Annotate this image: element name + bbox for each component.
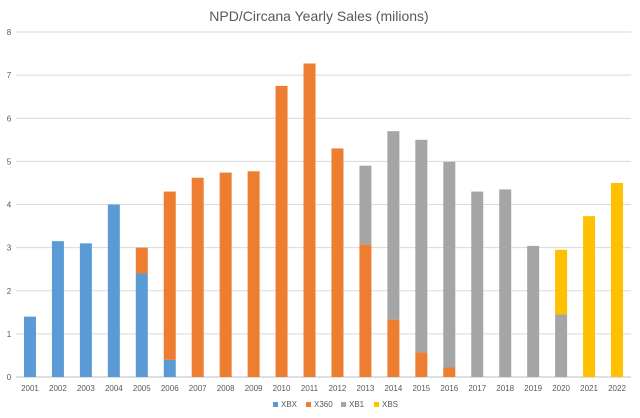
bar-x360-2009 xyxy=(247,171,260,377)
bar-x360-2013 xyxy=(359,244,372,377)
x-tick-label: 2016 xyxy=(440,384,458,393)
y-tick-label: 1 xyxy=(7,330,12,339)
bar-xbs-2022 xyxy=(611,182,624,377)
x-tick-label: 2018 xyxy=(496,384,514,393)
x-tick-label: 2014 xyxy=(384,384,402,393)
bar-xbs-2021 xyxy=(583,216,596,377)
bar-x360-2015 xyxy=(415,352,428,377)
bar-xb1-2015 xyxy=(415,139,428,353)
x-tick-label: 2021 xyxy=(580,384,598,393)
legend-label-x360: X360 xyxy=(314,400,333,409)
legend-label-xbs: XBS xyxy=(382,400,398,409)
chart-title: NPD/Circana Yearly Sales (milions) xyxy=(209,8,428,24)
x-tick-label: 2001 xyxy=(21,384,39,393)
x-axis-ticks: 2001 2002 2003 2004 2005 2006 2007 2008 2009 2010… xyxy=(21,384,626,393)
bars xyxy=(23,63,624,377)
y-tick-label: 5 xyxy=(7,157,12,166)
x-tick-label: 2010 xyxy=(273,384,291,393)
x-tick-label: 2006 xyxy=(161,384,179,393)
x-tick-label: 2007 xyxy=(189,384,207,393)
x-tick-label: 2009 xyxy=(245,384,263,393)
y-axis-ticks: 0 1 2 3 4 5 6 7 8 xyxy=(7,28,12,382)
legend: XBX X360 XB1 XBS xyxy=(273,400,398,409)
legend-label-xb1: XB1 xyxy=(349,400,365,409)
x-tick-label: 2017 xyxy=(468,384,486,393)
x-tick-label: 2022 xyxy=(608,384,626,393)
legend-swatch-xb1 xyxy=(341,402,346,407)
bar-xb1-2017 xyxy=(471,191,484,377)
bar-xb1-2014 xyxy=(387,131,400,320)
x-tick-label: 2008 xyxy=(217,384,235,393)
y-tick-label: 7 xyxy=(7,71,12,80)
bar-x360-2014 xyxy=(387,319,400,377)
legend-label-xbx: XBX xyxy=(281,400,298,409)
x-tick-label: 2002 xyxy=(49,384,67,393)
bar-x360-2008 xyxy=(219,172,232,377)
y-tick-label: 8 xyxy=(7,28,12,37)
legend-swatch-xbx xyxy=(273,402,278,407)
bar-xbx-2006 xyxy=(163,359,176,377)
bar-xb1-2020 xyxy=(555,314,568,377)
x-tick-label: 2004 xyxy=(105,384,123,393)
bar-xbx-2004 xyxy=(107,204,120,377)
x-tick-label: 2012 xyxy=(329,384,347,393)
bar-x360-2016 xyxy=(443,367,456,377)
bar-xb1-2019 xyxy=(527,245,540,377)
legend-swatch-x360 xyxy=(306,402,311,407)
bar-xbx-2005 xyxy=(135,273,148,377)
bar-x360-2010 xyxy=(275,85,288,377)
y-tick-label: 2 xyxy=(7,287,12,296)
y-tick-label: 0 xyxy=(7,373,12,382)
bar-xbs-2020 xyxy=(555,249,568,315)
bar-xbx-2001 xyxy=(23,316,36,377)
bar-xb1-2016 xyxy=(443,161,456,368)
bar-xbx-2003 xyxy=(79,243,92,377)
bar-xb1-2013 xyxy=(359,165,372,245)
bar-x360-2007 xyxy=(191,177,204,377)
x-tick-label: 2015 xyxy=(412,384,430,393)
x-tick-label: 2013 xyxy=(357,384,375,393)
legend-swatch-xbs xyxy=(374,402,379,407)
y-tick-label: 4 xyxy=(7,201,12,210)
bar-x360-2005 xyxy=(135,247,148,274)
x-tick-label: 2019 xyxy=(524,384,542,393)
bar-x360-2012 xyxy=(331,148,344,377)
bar-x360-2011 xyxy=(303,63,316,377)
bar-xb1-2018 xyxy=(499,189,512,377)
x-tick-label: 2011 xyxy=(301,384,319,393)
x-tick-label: 2005 xyxy=(133,384,151,393)
x-tick-label: 2020 xyxy=(552,384,570,393)
bar-xbx-2002 xyxy=(51,241,64,377)
x-tick-label: 2003 xyxy=(77,384,95,393)
y-tick-label: 6 xyxy=(7,114,12,123)
bar-x360-2006 xyxy=(163,191,176,360)
y-tick-label: 3 xyxy=(7,244,12,253)
